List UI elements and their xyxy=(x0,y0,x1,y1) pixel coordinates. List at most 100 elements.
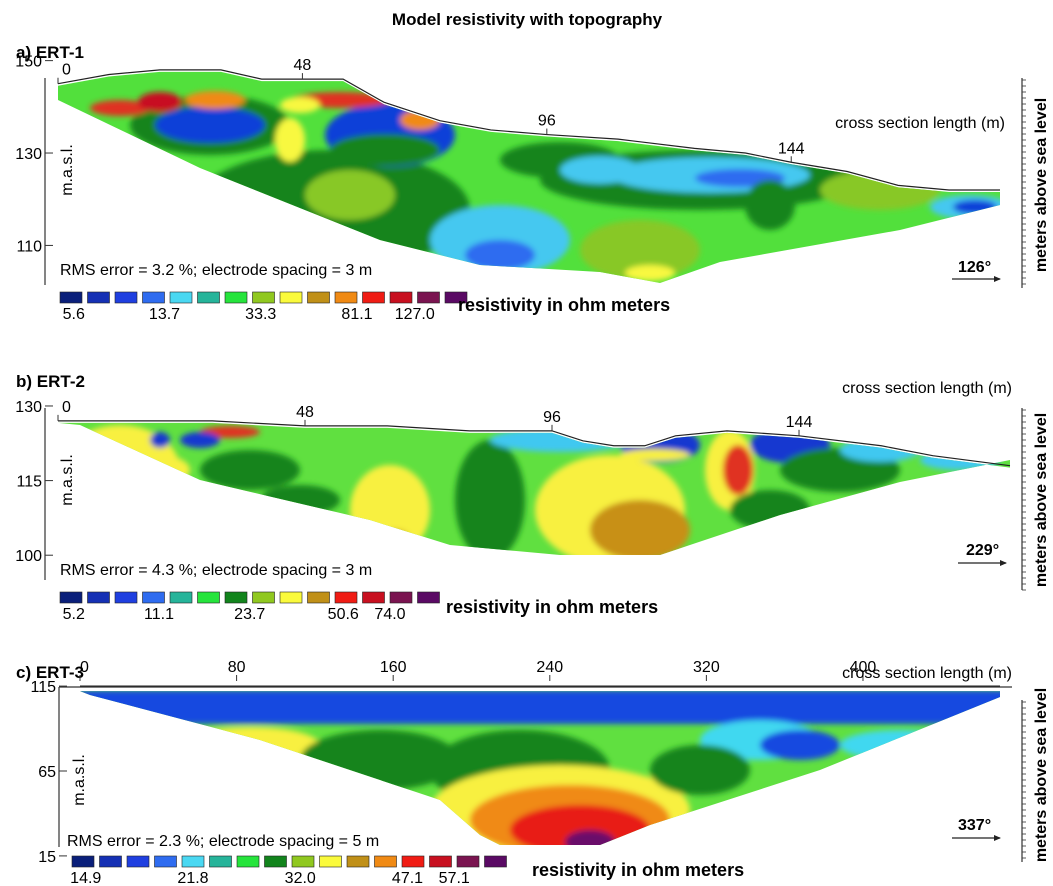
colorbar-swatch xyxy=(114,291,138,304)
right-axis-ticks-ert2 xyxy=(1022,409,1026,591)
x-tick-label: 48 xyxy=(294,57,312,74)
colorbar-swatch xyxy=(307,591,330,604)
colorbar-swatch xyxy=(181,855,205,868)
y-tick-label: 15 xyxy=(38,849,56,866)
colorbar-swatch xyxy=(142,591,165,604)
colorbar-tick-label: 14.9 xyxy=(70,870,101,886)
colorbar-tick-label: 13.7 xyxy=(149,306,180,323)
colorbar-swatch xyxy=(362,591,385,604)
colorbar-swatch xyxy=(319,855,342,868)
y-tick-label: 110 xyxy=(16,238,42,255)
colorbar-ert1 xyxy=(59,291,468,304)
colorbar-swatch xyxy=(154,855,177,868)
bearing-arrowhead-ert1 xyxy=(994,276,1001,282)
colorbar-tick-label: 57.1 xyxy=(439,870,470,886)
colorbar-swatch xyxy=(401,855,425,868)
rms-note-ert1: RMS error = 3.2 %; electrode spacing = 3… xyxy=(60,262,372,279)
colorbar-swatch xyxy=(169,291,193,304)
y-tick-label: 115 xyxy=(30,679,56,696)
colorbar-swatch xyxy=(429,855,452,868)
x-tick-label: 160 xyxy=(380,659,407,676)
colorbar-tick-label: 5.6 xyxy=(63,306,85,323)
resistivity-section-ert1 xyxy=(58,71,1000,283)
y-tick-label: 115 xyxy=(16,474,42,491)
section-anomalies-ert3 xyxy=(80,691,1000,845)
colorbar-swatch xyxy=(197,591,220,604)
colorbar-swatch xyxy=(362,291,385,304)
colorbar-tick-label: 23.7 xyxy=(234,606,265,623)
x-tick-label: 0 xyxy=(62,399,71,416)
x-tick-label: 144 xyxy=(778,140,805,157)
colorbar-swatch xyxy=(417,591,440,604)
bearing-ert2: 229° xyxy=(966,542,999,559)
colorbar-label-ert1: resistivity in ohm meters xyxy=(458,295,670,315)
right-axis-label-ert1: meters above sea level xyxy=(1033,98,1050,272)
colorbar-swatch xyxy=(87,591,110,604)
colorbar-swatch xyxy=(114,591,138,604)
y-axis-label-ert2: m.a.s.l. xyxy=(59,454,76,506)
y-tick-label: 100 xyxy=(15,548,42,565)
panel-title-ert2: b) ERT-2 xyxy=(16,372,85,391)
colorbar-ticks-ert3: 14.9 21.8 32.0 47.1 57.1 xyxy=(70,870,470,886)
y-ticks-ert3: 115 65 15 xyxy=(30,679,67,866)
colorbar-tick-label: 33.3 xyxy=(245,306,276,323)
colorbar-swatch xyxy=(334,591,358,604)
colorbar-ticks-ert2: 5.2 11.1 23.7 50.6 74.0 xyxy=(63,606,406,623)
colorbar-swatch xyxy=(389,291,413,304)
colorbar-swatch xyxy=(252,291,275,304)
right-axis-ticks-ert3 xyxy=(1022,701,1026,859)
x-tick-label: 144 xyxy=(786,414,813,431)
x-tick-label: 80 xyxy=(228,659,246,676)
colorbar-tick-label: 21.8 xyxy=(177,870,208,886)
colorbar-swatch xyxy=(279,591,303,604)
colorbar-swatch xyxy=(224,291,248,304)
x-tick-label: 0 xyxy=(80,659,89,676)
colorbar-tick-label: 5.2 xyxy=(63,606,85,623)
colorbar-swatch xyxy=(346,855,370,868)
colorbar-swatch xyxy=(374,855,397,868)
y-tick-label: 65 xyxy=(38,764,56,781)
colorbar-tick-label: 11.1 xyxy=(144,606,174,623)
panel-ert2: b) ERT-2 xyxy=(15,372,1026,623)
right-axis-label-ert2: meters above sea level xyxy=(1033,413,1050,587)
bearing-ert1: 126° xyxy=(958,259,991,276)
colorbar-swatch xyxy=(307,291,330,304)
y-tick-label: 130 xyxy=(15,399,42,416)
x-ticks-ert3: 0 80 160 240 320 400 xyxy=(79,659,877,681)
y-axis-label-ert1: m.a.s.l. xyxy=(59,144,76,196)
colorbar-swatch xyxy=(126,855,150,868)
colorbar-swatch xyxy=(197,291,220,304)
x-tick-label: 400 xyxy=(850,659,877,676)
x-tick-label: 96 xyxy=(538,113,556,130)
section-anomalies-ert1 xyxy=(90,91,1000,281)
bearing-arrowhead-ert2 xyxy=(1000,560,1007,566)
x-tick-label: 320 xyxy=(693,659,720,676)
colorbar-swatch xyxy=(264,855,287,868)
colorbar-swatch xyxy=(291,855,315,868)
rms-note-ert3: RMS error = 2.3 %; electrode spacing = 5… xyxy=(67,833,379,850)
x-axis-label-ert3: cross section length (m) xyxy=(842,665,1012,682)
colorbar-swatch xyxy=(279,291,303,304)
y-axis-label-ert3: m.a.s.l. xyxy=(71,754,88,806)
colorbar-swatch xyxy=(252,591,275,604)
x-tick-label: 96 xyxy=(543,409,561,426)
colorbar-swatch xyxy=(224,591,248,604)
panel-title-ert3: c) ERT-3 xyxy=(16,663,84,682)
bearing-arrowhead-ert3 xyxy=(994,835,1001,841)
colorbar-tick-label: 50.6 xyxy=(328,606,359,623)
colorbar-tick-label: 32.0 xyxy=(285,870,316,886)
colorbar-swatch xyxy=(99,855,122,868)
right-axis-label-ert3: meters above sea level xyxy=(1033,688,1050,862)
figure-title: Model resistivity with topography xyxy=(392,10,663,29)
colorbar-tick-label: 74.0 xyxy=(374,606,405,623)
right-axis-ticks-ert1 xyxy=(1022,79,1026,285)
colorbar-tick-label: 81.1 xyxy=(341,306,372,323)
panel-ert1: a) ERT-1 xyxy=(15,43,1026,323)
colorbar-swatch xyxy=(236,855,260,868)
y-tick-label: 130 xyxy=(15,146,42,163)
bearing-ert3: 337° xyxy=(958,817,991,834)
colorbar-swatch xyxy=(71,855,95,868)
colorbar-swatch xyxy=(142,291,165,304)
